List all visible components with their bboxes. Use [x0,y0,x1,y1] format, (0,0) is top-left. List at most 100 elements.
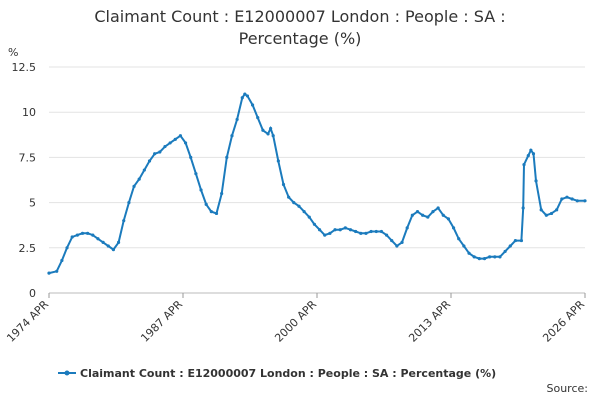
data-point [359,231,363,235]
data-point [55,269,59,273]
data-point [426,215,430,219]
data-point [297,204,301,208]
data-point [431,210,435,214]
data-point [96,237,100,241]
data-point [374,229,378,234]
data-point [261,128,265,132]
data-point [116,240,121,244]
data-point [122,219,126,223]
data-point [482,257,487,261]
data-point [333,228,337,232]
y-tick-label: 0 [29,287,36,300]
data-point [531,152,536,156]
data-point [243,92,247,96]
data-point [369,229,373,234]
data-point [307,215,311,219]
data-point [462,244,466,248]
data-point [147,159,152,163]
data-point [328,231,332,235]
data-point [168,141,172,145]
y-axis-label: % [8,46,18,59]
data-point [544,213,548,217]
data-point [384,233,389,237]
data-point [575,199,579,203]
data-point [302,210,306,214]
source: Source: [547,382,589,395]
chart-title-line-1: Claimant Count : E12000007 London : Peop… [94,7,505,48]
data-point [348,228,353,232]
data-point [549,211,554,216]
data-point [106,244,110,248]
legend-label: Claimant Count : E12000007 London : Peop… [80,367,496,380]
data-point [343,226,347,230]
data-point [173,137,177,141]
data-point [132,184,136,188]
data-point [555,208,559,212]
data-point [477,257,481,261]
data-point [230,134,234,138]
data-point [508,244,512,248]
data-point [498,255,502,259]
data-point [415,210,420,214]
x-tick-label: 1974 APR [4,298,51,345]
data-point [560,197,564,201]
data-point [379,229,384,234]
data-point [317,228,322,232]
data-point [163,144,167,149]
data-point [101,240,105,244]
data-point [86,231,90,235]
x-tick-label: 2013 APR [406,298,453,345]
data-point [245,94,250,98]
x-tick-label: 1987 APR [138,298,185,345]
data-point [225,155,229,159]
data-point [467,251,471,255]
legend-marker [64,370,70,376]
data-point [400,240,404,244]
data-point [570,197,574,201]
data-point [521,206,525,210]
data-point [446,217,451,221]
data-point [539,208,543,212]
data-point [220,191,224,196]
data-point [80,231,85,235]
data-point [178,134,183,138]
data-point [364,231,368,235]
data-point [526,153,530,158]
data-point [488,255,492,259]
data-point [441,213,445,217]
y-tick-label: 5 [29,197,36,210]
data-point [214,211,219,216]
data-point [271,134,275,138]
data-point [323,233,327,237]
data-point [75,233,79,237]
data-point [250,103,255,107]
data-point [235,117,239,122]
data-point [354,229,358,234]
x-tick-label: 2000 APR [272,298,319,345]
data-point [137,177,141,181]
data-point [493,255,497,259]
data-point [158,150,162,154]
data-point [522,163,526,167]
data-point [47,271,51,275]
data-point [204,202,208,207]
data-point [91,233,95,237]
data-point [256,116,260,120]
data-point [127,201,131,205]
data-point [269,126,273,131]
y-tick-label: 7.5 [19,151,37,164]
data-point [60,258,64,263]
data-point [529,148,533,152]
data-point [534,179,538,183]
data-point [472,255,476,259]
data-point [240,96,244,100]
data-point [513,238,518,243]
data-point [287,195,291,199]
data-point [292,201,296,205]
y-tick-label: 10 [22,106,36,119]
data-point [395,244,399,248]
data-point [338,228,342,232]
data-point [451,226,456,230]
data-point [503,249,507,254]
